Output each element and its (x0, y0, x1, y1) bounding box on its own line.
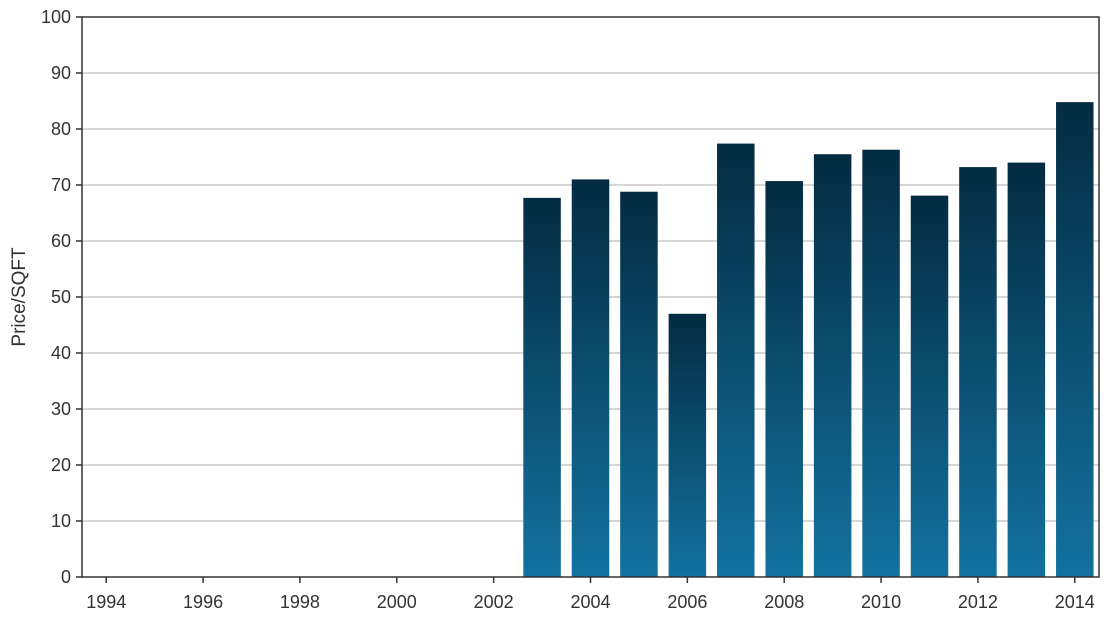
bar-2006 (668, 313, 707, 577)
bar-2014 (1056, 102, 1094, 578)
bar-2010 (862, 149, 900, 577)
y-tick-label: 90 (51, 63, 71, 83)
bar-2005 (620, 191, 658, 577)
bar-2008 (765, 181, 803, 577)
bar-2007 (717, 143, 755, 577)
bars (523, 102, 1094, 578)
y-tick-label: 20 (51, 455, 71, 475)
x-tick-label: 2008 (764, 592, 804, 612)
x-tick-label: 2000 (377, 592, 417, 612)
x-tick-label: 2004 (570, 592, 610, 612)
x-tick-label: 2002 (474, 592, 514, 612)
y-axis-label: Price/SQFT (9, 247, 30, 347)
bar-2003 (523, 197, 561, 577)
x-tick-label: 2012 (958, 592, 998, 612)
y-tick-label: 80 (51, 119, 71, 139)
x-axis-ticks: 1994 1996 1998 2000 2002 2004 2006 2008 2010 2012… (86, 577, 1095, 612)
x-tick-label: 2006 (667, 592, 707, 612)
x-tick-label: 1994 (86, 592, 126, 612)
y-tick-label: 100 (41, 7, 71, 27)
y-tick-label: 70 (51, 175, 71, 195)
y-tick-label: 10 (51, 511, 71, 531)
bar-2004 (571, 179, 610, 577)
y-tick-label: 60 (51, 231, 71, 251)
x-tick-label: 2010 (861, 592, 901, 612)
bar-2009 (813, 154, 852, 577)
y-tick-label: 30 (51, 399, 71, 419)
x-tick-label: 1996 (183, 592, 223, 612)
x-tick-label: 1998 (280, 592, 320, 612)
bar-2011 (910, 195, 949, 577)
y-tick-label: 50 (51, 287, 71, 307)
y-tick-label: 40 (51, 343, 71, 363)
bar-2012 (959, 167, 997, 577)
y-axis-ticks: 0 10 20 30 40 50 60 70 80 90 100 (41, 7, 82, 587)
y-tick-label: 0 (61, 567, 71, 587)
x-tick-label: 2014 (1055, 592, 1095, 612)
bar-2013 (1007, 162, 1046, 577)
